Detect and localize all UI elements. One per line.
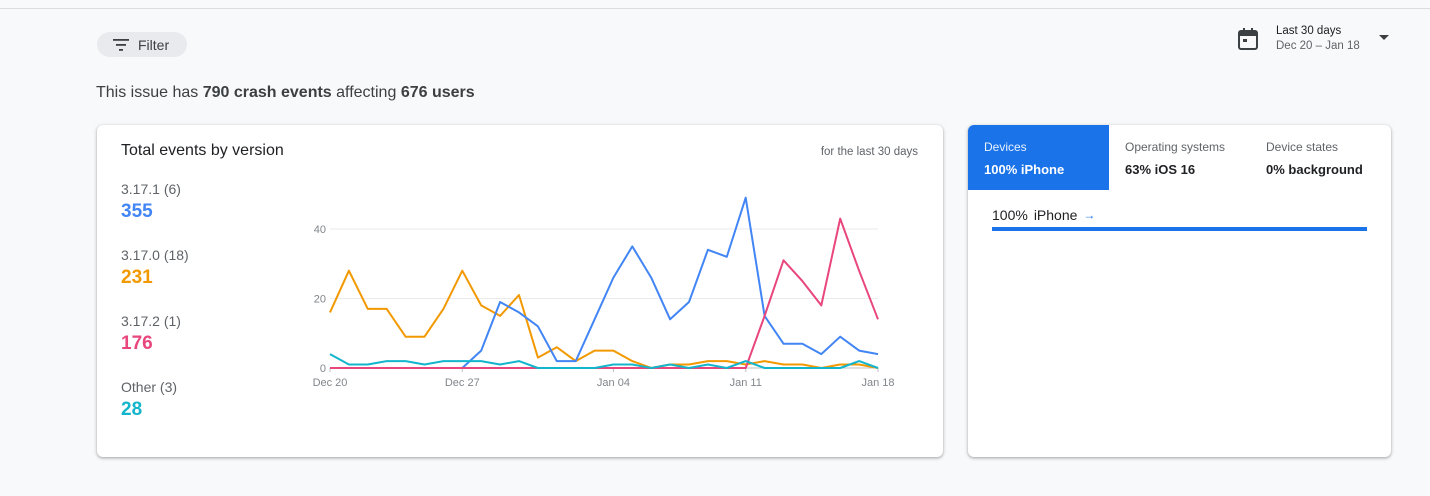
legend-count: 355 <box>121 201 153 222</box>
series-line <box>329 269 879 369</box>
series-line <box>330 196 879 369</box>
chevron-down-icon[interactable] <box>1378 34 1390 42</box>
x-tick-label: Jan 11 <box>730 377 762 389</box>
x-tick-label: Dec 27 <box>445 377 480 389</box>
affected-users-count: 676 users <box>400 84 475 101</box>
legend-item[interactable]: 3.17.2 (1) 176 <box>121 311 189 377</box>
y-tick-label: 40 <box>314 224 326 236</box>
calendar-icon <box>1238 28 1258 50</box>
top-divider <box>0 8 1430 9</box>
date-range-label: Last 30 days <box>1276 25 1342 37</box>
breakdown-card: Devices 100% iPhone Operating systems 63… <box>968 125 1391 457</box>
y-tick-label: 20 <box>314 294 326 306</box>
device-share-bar <box>992 227 1367 231</box>
y-tick-label: 0 <box>320 363 326 375</box>
legend-item[interactable]: Other (3) 28 <box>121 377 189 443</box>
card-title: Total events by version <box>121 142 284 159</box>
x-tick-label: Dec 20 <box>313 377 348 389</box>
breakdown-tabs: Devices 100% iPhone Operating systems 63… <box>968 125 1391 190</box>
events-line-chart: 0 20 40 Dec 20 Dec 27 Jan 04 Jan 11 Jan 18 <box>313 196 895 389</box>
device-name-link[interactable]: iPhone <box>1033 207 1078 223</box>
filter-button[interactable]: Filter <box>97 32 187 57</box>
device-percent: 100% <box>992 207 1028 223</box>
crash-events-count: 790 crash events <box>202 84 332 101</box>
legend-version: 3.17.0 (18) <box>121 247 189 263</box>
legend-item[interactable]: 3.17.0 (18) 231 <box>121 245 189 311</box>
tab-operating-systems[interactable]: Operating systems 63% iOS 16 <box>1125 140 1226 177</box>
series-line <box>329 353 879 369</box>
card-subtitle: for the last 30 days <box>820 146 918 158</box>
version-legend: 3.17.1 (6) 355 3.17.0 (18) 231 3.17.2 (1… <box>121 179 189 443</box>
date-range-value: Dec 20 – Jan 18 <box>1276 40 1360 52</box>
legend-version: Other (3) <box>121 379 178 395</box>
legend-item[interactable]: 3.17.1 (6) 355 <box>121 179 189 245</box>
legend-count: 231 <box>121 267 153 288</box>
filter-label: Filter <box>138 36 170 53</box>
legend-count: 176 <box>121 333 153 354</box>
tab-device-states[interactable]: Device states 0% background <box>1266 140 1363 177</box>
x-tick-label: Jan 18 <box>861 377 894 389</box>
legend-count: 28 <box>121 399 143 420</box>
x-tick-label: Jan 04 <box>597 377 630 389</box>
series-line <box>330 217 879 369</box>
legend-version: 3.17.1 (6) <box>121 181 181 197</box>
device-row: 100% iPhone → <box>992 207 1095 223</box>
arrow-right-icon[interactable]: → <box>1083 208 1096 222</box>
device-share-fill <box>992 227 1367 231</box>
date-range-picker[interactable]: Last 30 days Dec 20 – Jan 18 <box>1238 24 1390 54</box>
filter-icon <box>113 38 129 51</box>
issue-summary: This issue has 790 crash events affectin… <box>96 84 475 101</box>
tab-devices[interactable]: Devices 100% iPhone <box>968 125 1109 190</box>
legend-version: 3.17.2 (1) <box>121 313 181 329</box>
events-by-version-card: Total events by version for the last 30 … <box>97 125 943 457</box>
